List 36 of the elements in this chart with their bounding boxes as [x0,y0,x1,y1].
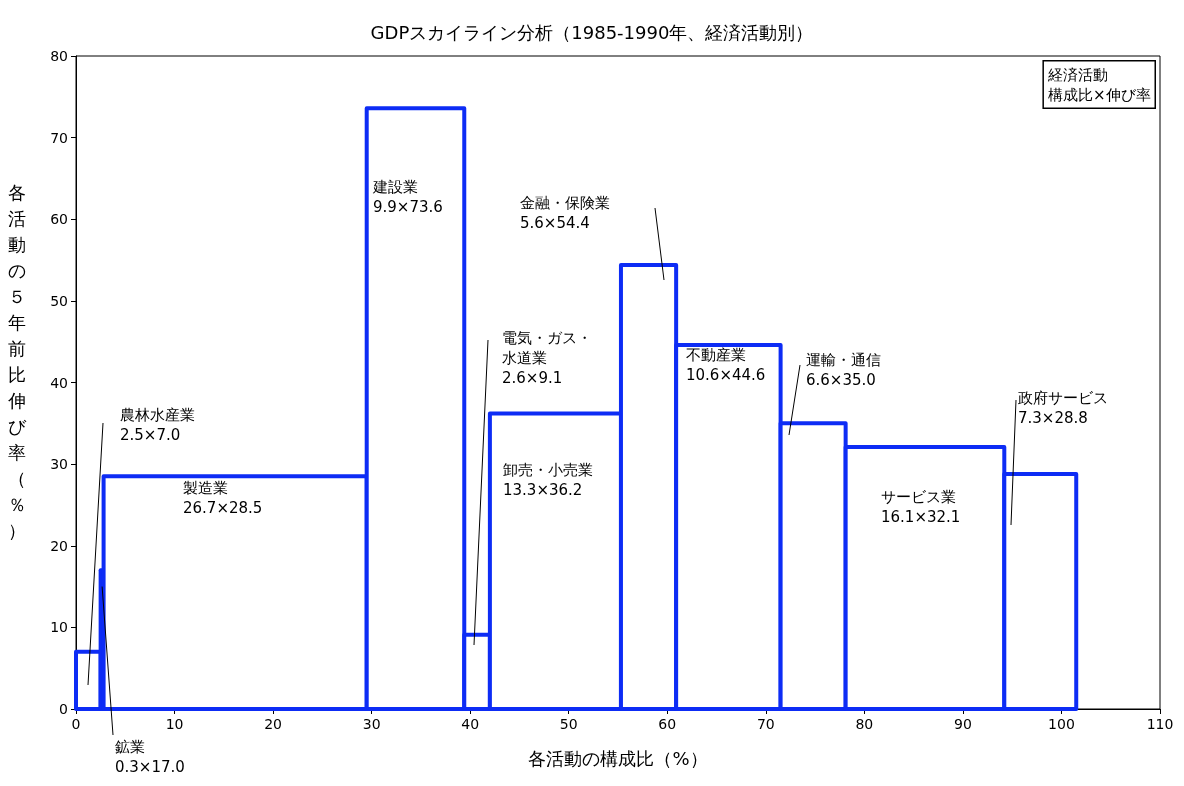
x-tick-label: 110 [1146,716,1174,732]
x-tick-label: 10 [165,716,184,732]
y-tick-label: 50 [50,292,68,309]
annotation: 不動産業 10.6×44.6 [686,346,766,384]
y-tick-label: 60 [50,211,68,228]
y-tick-label: 30 [50,456,68,473]
x-tick-label: 40 [461,716,480,732]
y-tick-label: 70 [50,129,68,146]
x-axis-title: 各活動の構成比（%） [528,747,708,769]
chart-title: GDPスカイライン分析（1985-1990年、経済活動別） [370,21,814,43]
x-tick-label: 30 [362,716,381,732]
x-tick-label: 80 [855,716,874,732]
annotation: 建設業 9.9×73.6 [372,178,443,216]
annotation: 卸売・小売業 13.3×36.2 [503,461,593,499]
text: 各活動の５年前比伸び率（％） [8,183,26,541]
x-tick-label: 20 [264,716,282,732]
annotation: 政府サービス 7.3×28.8 [1018,389,1108,427]
y-tick-label: 0 [59,701,68,717]
annotation: 製造業 26.7×28.5 [183,479,263,517]
y-tick-label: 80 [50,48,68,64]
annotation: 電気・ガス・水道業 2.6×9.1 [502,329,592,387]
annotation: 鉱業 0.3×17.0 [115,738,185,776]
annotation: サービス業 16.1×32.1 [881,488,961,526]
y-tick-label: 40 [50,374,68,391]
y-tick-label: 20 [50,537,68,554]
annotation: 農林水産業 2.5×7.0 [120,406,195,444]
annotation: 経済活動構成比×伸び率 [1046,65,1151,104]
x-tick-label: 60 [658,716,677,732]
x-tick-label: 90 [954,716,972,732]
y-tick-label: 10 [50,619,68,636]
x-tick-label: 100 [1048,716,1075,732]
annotation: 運輸・通信 6.6×35.0 [806,351,881,389]
x-tick-label: 50 [559,716,578,732]
annotation: 金融・保険業 5.6×54.4 [520,194,610,232]
x-tick-label: 70 [756,716,775,732]
x-tick-label: 0 [71,716,81,732]
